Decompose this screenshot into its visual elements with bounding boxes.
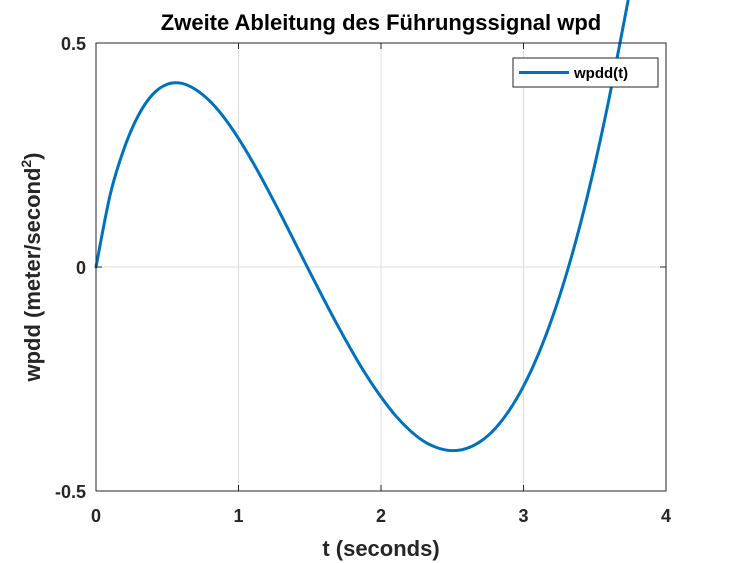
x-axis-label: t (seconds)	[322, 536, 439, 561]
legend: wpdd(t)	[512, 57, 659, 88]
y-axis-label-main: wpdd (meter/second	[20, 168, 45, 383]
y-axis-label-superscript: 2	[18, 160, 34, 168]
x-tick-label: 4	[661, 506, 671, 526]
x-tick-label: 1	[233, 506, 243, 526]
y-tick-label: 0	[76, 258, 86, 278]
series-layer	[94, 0, 630, 453]
y-axis-label-close: )	[20, 152, 45, 159]
chart-title: Zweite Ableitung des Führungssignal wpd	[161, 10, 601, 35]
tick-labels: 0 1 2 3 4-0.500.5	[55, 34, 671, 526]
legend-box	[512, 57, 659, 88]
series-line-wpdd	[94, 0, 630, 453]
ticks	[95, 42, 667, 492]
x-tick-label: 3	[518, 506, 528, 526]
x-tick-label: 0	[91, 506, 101, 526]
y-axis-label: wpdd (meter/second2)	[18, 152, 45, 382]
legend-label: wpdd(t)	[573, 65, 628, 82]
y-tick-label: -0.5	[55, 482, 86, 502]
x-tick-label: 2	[376, 506, 386, 526]
y-tick-label: 0.5	[61, 34, 86, 54]
